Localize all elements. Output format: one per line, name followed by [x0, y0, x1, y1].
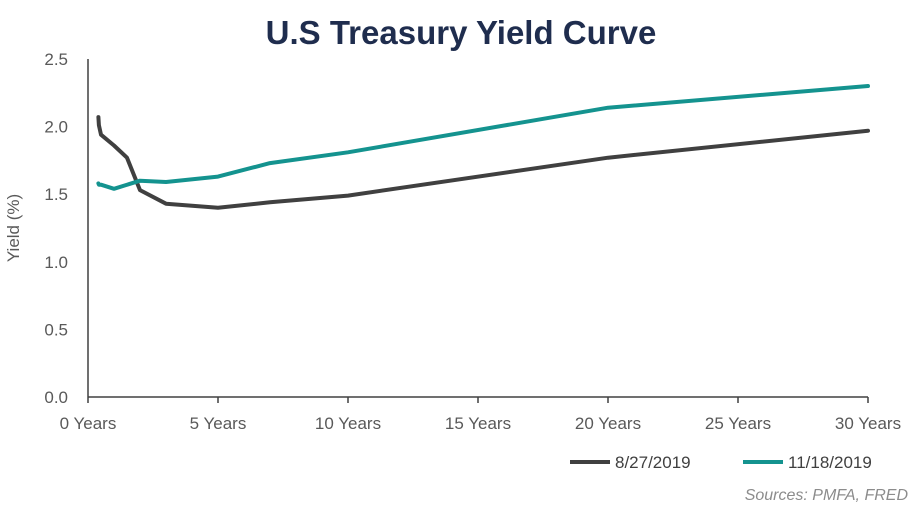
- x-tick-label: 15 Years: [445, 414, 511, 433]
- legend: 8/27/2019 11/18/2019: [570, 453, 872, 472]
- series-line-2: [96, 84, 870, 191]
- chart-title: U.S Treasury Yield Curve: [266, 14, 657, 51]
- series-lines: [96, 84, 870, 210]
- source-note: Sources: PMFA, FRED: [745, 487, 909, 504]
- y-tick-label: 0.0: [44, 388, 68, 407]
- y-tick-label: 2.5: [44, 50, 68, 69]
- x-tick-label: 30 Years: [835, 414, 901, 433]
- y-axis-label: Yield (%): [4, 194, 23, 262]
- legend-label-series-1: 8/27/2019: [615, 453, 691, 472]
- y-tick-labels: 0.0 0.5 1.0 1.5 2.0 2.5: [44, 50, 68, 407]
- x-tick-label: 25 Years: [705, 414, 771, 433]
- y-tick-label: 2.0: [44, 118, 68, 137]
- y-tick-label: 0.5: [44, 320, 68, 339]
- x-tick-labels: 0 Years 5 Years 10 Years 15 Years 20 Years 25…: [60, 397, 901, 433]
- y-tick-label: 1.5: [44, 185, 68, 204]
- x-tick-label: 5 Years: [190, 414, 247, 433]
- x-tick-label: 0 Years: [60, 414, 117, 433]
- series-line-1: [96, 115, 870, 210]
- x-tick-label: 20 Years: [575, 414, 641, 433]
- y-tick-label: 1.0: [44, 253, 68, 272]
- x-tick-label: 10 Years: [315, 414, 381, 433]
- legend-label-series-2: 11/18/2019: [788, 453, 872, 472]
